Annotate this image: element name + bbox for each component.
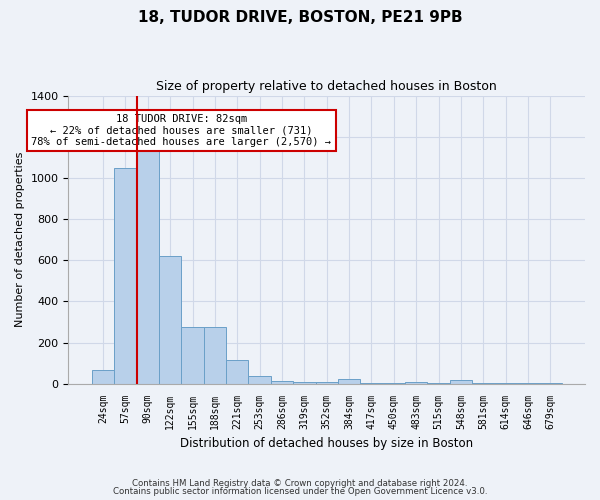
Y-axis label: Number of detached properties: Number of detached properties: [15, 152, 25, 328]
Bar: [226, 360, 248, 384]
Bar: [360, 382, 383, 384]
Bar: [248, 376, 271, 384]
Bar: [316, 382, 338, 384]
Title: Size of property relative to detached houses in Boston: Size of property relative to detached ho…: [157, 80, 497, 93]
Bar: [92, 370, 114, 384]
Bar: [271, 380, 293, 384]
Bar: [450, 380, 472, 384]
Bar: [472, 382, 494, 384]
Bar: [517, 383, 539, 384]
Text: Contains public sector information licensed under the Open Government Licence v3: Contains public sector information licen…: [113, 487, 487, 496]
Bar: [405, 382, 427, 384]
X-axis label: Distribution of detached houses by size in Boston: Distribution of detached houses by size …: [180, 437, 473, 450]
Bar: [494, 382, 517, 384]
Text: 18, TUDOR DRIVE, BOSTON, PE21 9PB: 18, TUDOR DRIVE, BOSTON, PE21 9PB: [137, 10, 463, 25]
Bar: [181, 327, 204, 384]
Bar: [383, 382, 405, 384]
Bar: [293, 382, 316, 384]
Bar: [159, 256, 181, 384]
Bar: [427, 382, 450, 384]
Text: 18 TUDOR DRIVE: 82sqm
← 22% of detached houses are smaller (731)
78% of semi-det: 18 TUDOR DRIVE: 82sqm ← 22% of detached …: [31, 114, 331, 148]
Bar: [338, 378, 360, 384]
Bar: [137, 151, 159, 384]
Bar: [114, 168, 137, 384]
Bar: [204, 327, 226, 384]
Text: Contains HM Land Registry data © Crown copyright and database right 2024.: Contains HM Land Registry data © Crown c…: [132, 478, 468, 488]
